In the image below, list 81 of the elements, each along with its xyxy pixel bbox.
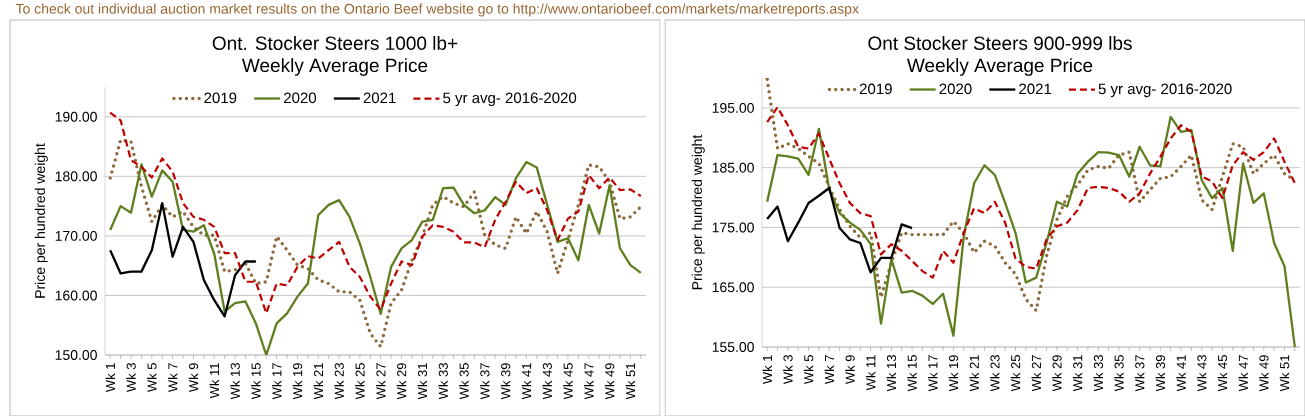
- x-tick-label: Wk 19: [292, 363, 303, 400]
- x-tick-label: Wk 9: [845, 355, 855, 385]
- x-tick-label: Wk 11: [865, 355, 876, 391]
- x-tick-label: Wk 1: [762, 355, 772, 385]
- line-series: [766, 186, 914, 274]
- x-tick-label: Wk 27: [1031, 355, 1041, 392]
- x-tick-label: Wk 19: [948, 355, 959, 392]
- x-tick-label: Wk 39: [500, 363, 511, 400]
- x-tick-label: Wk 39: [1155, 355, 1166, 392]
- x-tick-label: Wk 21: [313, 363, 323, 400]
- y-axis-title: Price per hundred weight: [691, 134, 705, 290]
- x-tick-label: Wk 5: [803, 355, 814, 385]
- y-tick-label: 175.00: [712, 222, 754, 233]
- line-series: [766, 115, 1296, 347]
- line-series: [109, 111, 642, 315]
- y-tick-label: 160.00: [55, 290, 97, 301]
- y-tick-label: 150.00: [55, 350, 97, 360]
- y-tick-label: 190.00: [55, 111, 97, 122]
- x-tick-label: Wk 23: [990, 355, 1000, 392]
- x-tick-label: Wk 47: [584, 363, 594, 400]
- legend-label: 5 yr avg- 2016-2020: [443, 92, 577, 107]
- x-tick-label: Wk 43: [542, 363, 552, 400]
- x-tick-label: Wk 13: [886, 355, 897, 392]
- x-tick-label: Wk 1: [105, 363, 115, 393]
- legend-label: 2019: [859, 83, 892, 95]
- x-tick-label: Wk 35: [1114, 355, 1124, 392]
- x-tick-label: Wk 45: [563, 363, 573, 400]
- x-tick-label: Wk 49: [1259, 355, 1269, 392]
- x-tick-label: Wk 47: [1238, 355, 1248, 392]
- y-tick-label: 170.00: [55, 230, 97, 241]
- x-tick-label: Wk 51: [625, 363, 636, 400]
- x-tick-label: Wk 25: [1010, 355, 1021, 392]
- chart-subtitle: Weekly Average Price: [906, 58, 1093, 76]
- x-tick-label: Wk 3: [783, 355, 793, 385]
- x-tick-label: Wk 13: [230, 363, 240, 400]
- y-tick-label: 155.00: [712, 342, 754, 352]
- x-tick-label: Wk 15: [251, 363, 261, 400]
- x-tick-label: Wk 25: [355, 363, 365, 400]
- x-tick-label: Wk 41: [521, 363, 532, 400]
- legend-label: 2021: [363, 92, 396, 104]
- x-tick-label: Wk 23: [334, 363, 344, 400]
- x-tick-label: Wk 35: [459, 363, 469, 400]
- legend-label: 2020: [939, 83, 972, 95]
- x-tick-label: Wk 5: [147, 363, 157, 393]
- x-tick-label: Wk 37: [1134, 355, 1145, 392]
- x-tick-label: Wk 27: [375, 363, 386, 400]
- x-tick-label: Wk 37: [479, 363, 490, 400]
- y-tick-label: 180.00: [55, 171, 97, 182]
- x-tick-label: Wk 31: [417, 363, 428, 400]
- y-tick-label: 165.00: [712, 282, 754, 293]
- y-axis-title: Price per hundred weight: [34, 143, 48, 298]
- x-tick-label: Wk 11: [209, 363, 219, 399]
- text: To check out individual auction market results on the Ontario Beef website go to http://www.ontariobeef.com/markets/marketreports.aspx: [15, 3, 859, 17]
- x-tick-label: Wk 45: [1217, 355, 1228, 392]
- x-tick-label: Wk 33: [438, 363, 448, 400]
- x-tick-label: Wk 17: [928, 355, 938, 392]
- x-tick-label: Wk 29: [1052, 355, 1062, 392]
- y-tick-label: 185.00: [712, 162, 754, 173]
- chart-subtitle: Weekly Average Price: [241, 58, 428, 76]
- chart-title: Ont. Stocker Steers 1000 lb+: [212, 36, 458, 50]
- x-tick-label: Wk 49: [604, 363, 615, 400]
- x-tick-label: Wk 43: [1196, 355, 1207, 392]
- x-tick-label: Wk 7: [167, 363, 178, 393]
- line-series: [109, 201, 258, 318]
- x-tick-label: Wk 21: [969, 355, 979, 392]
- y-tick-label: 195.00: [712, 102, 754, 113]
- x-tick-label: Wk 29: [396, 363, 407, 400]
- legend-label: 2019: [204, 92, 237, 104]
- legend-label: 2021: [1019, 83, 1052, 95]
- x-tick-label: Wk 33: [1093, 355, 1104, 392]
- x-tick-label: Wk 31: [1072, 355, 1083, 392]
- x-tick-label: Wk 7: [824, 355, 834, 385]
- x-tick-label: Wk 41: [1176, 355, 1186, 392]
- legend-label: 2020: [284, 92, 317, 104]
- x-tick-label: Wk 51: [1279, 355, 1290, 392]
- x-tick-label: Wk 3: [126, 363, 136, 393]
- x-tick-label: Wk 9: [188, 363, 199, 393]
- legend-label: 5 yr avg- 2016-2020: [1098, 83, 1232, 98]
- x-tick-label: Wk 15: [907, 355, 917, 392]
- x-tick-label: Wk 17: [271, 363, 282, 400]
- chart-title: Ont Stocker Steers 900-999 lbs: [868, 36, 1132, 50]
